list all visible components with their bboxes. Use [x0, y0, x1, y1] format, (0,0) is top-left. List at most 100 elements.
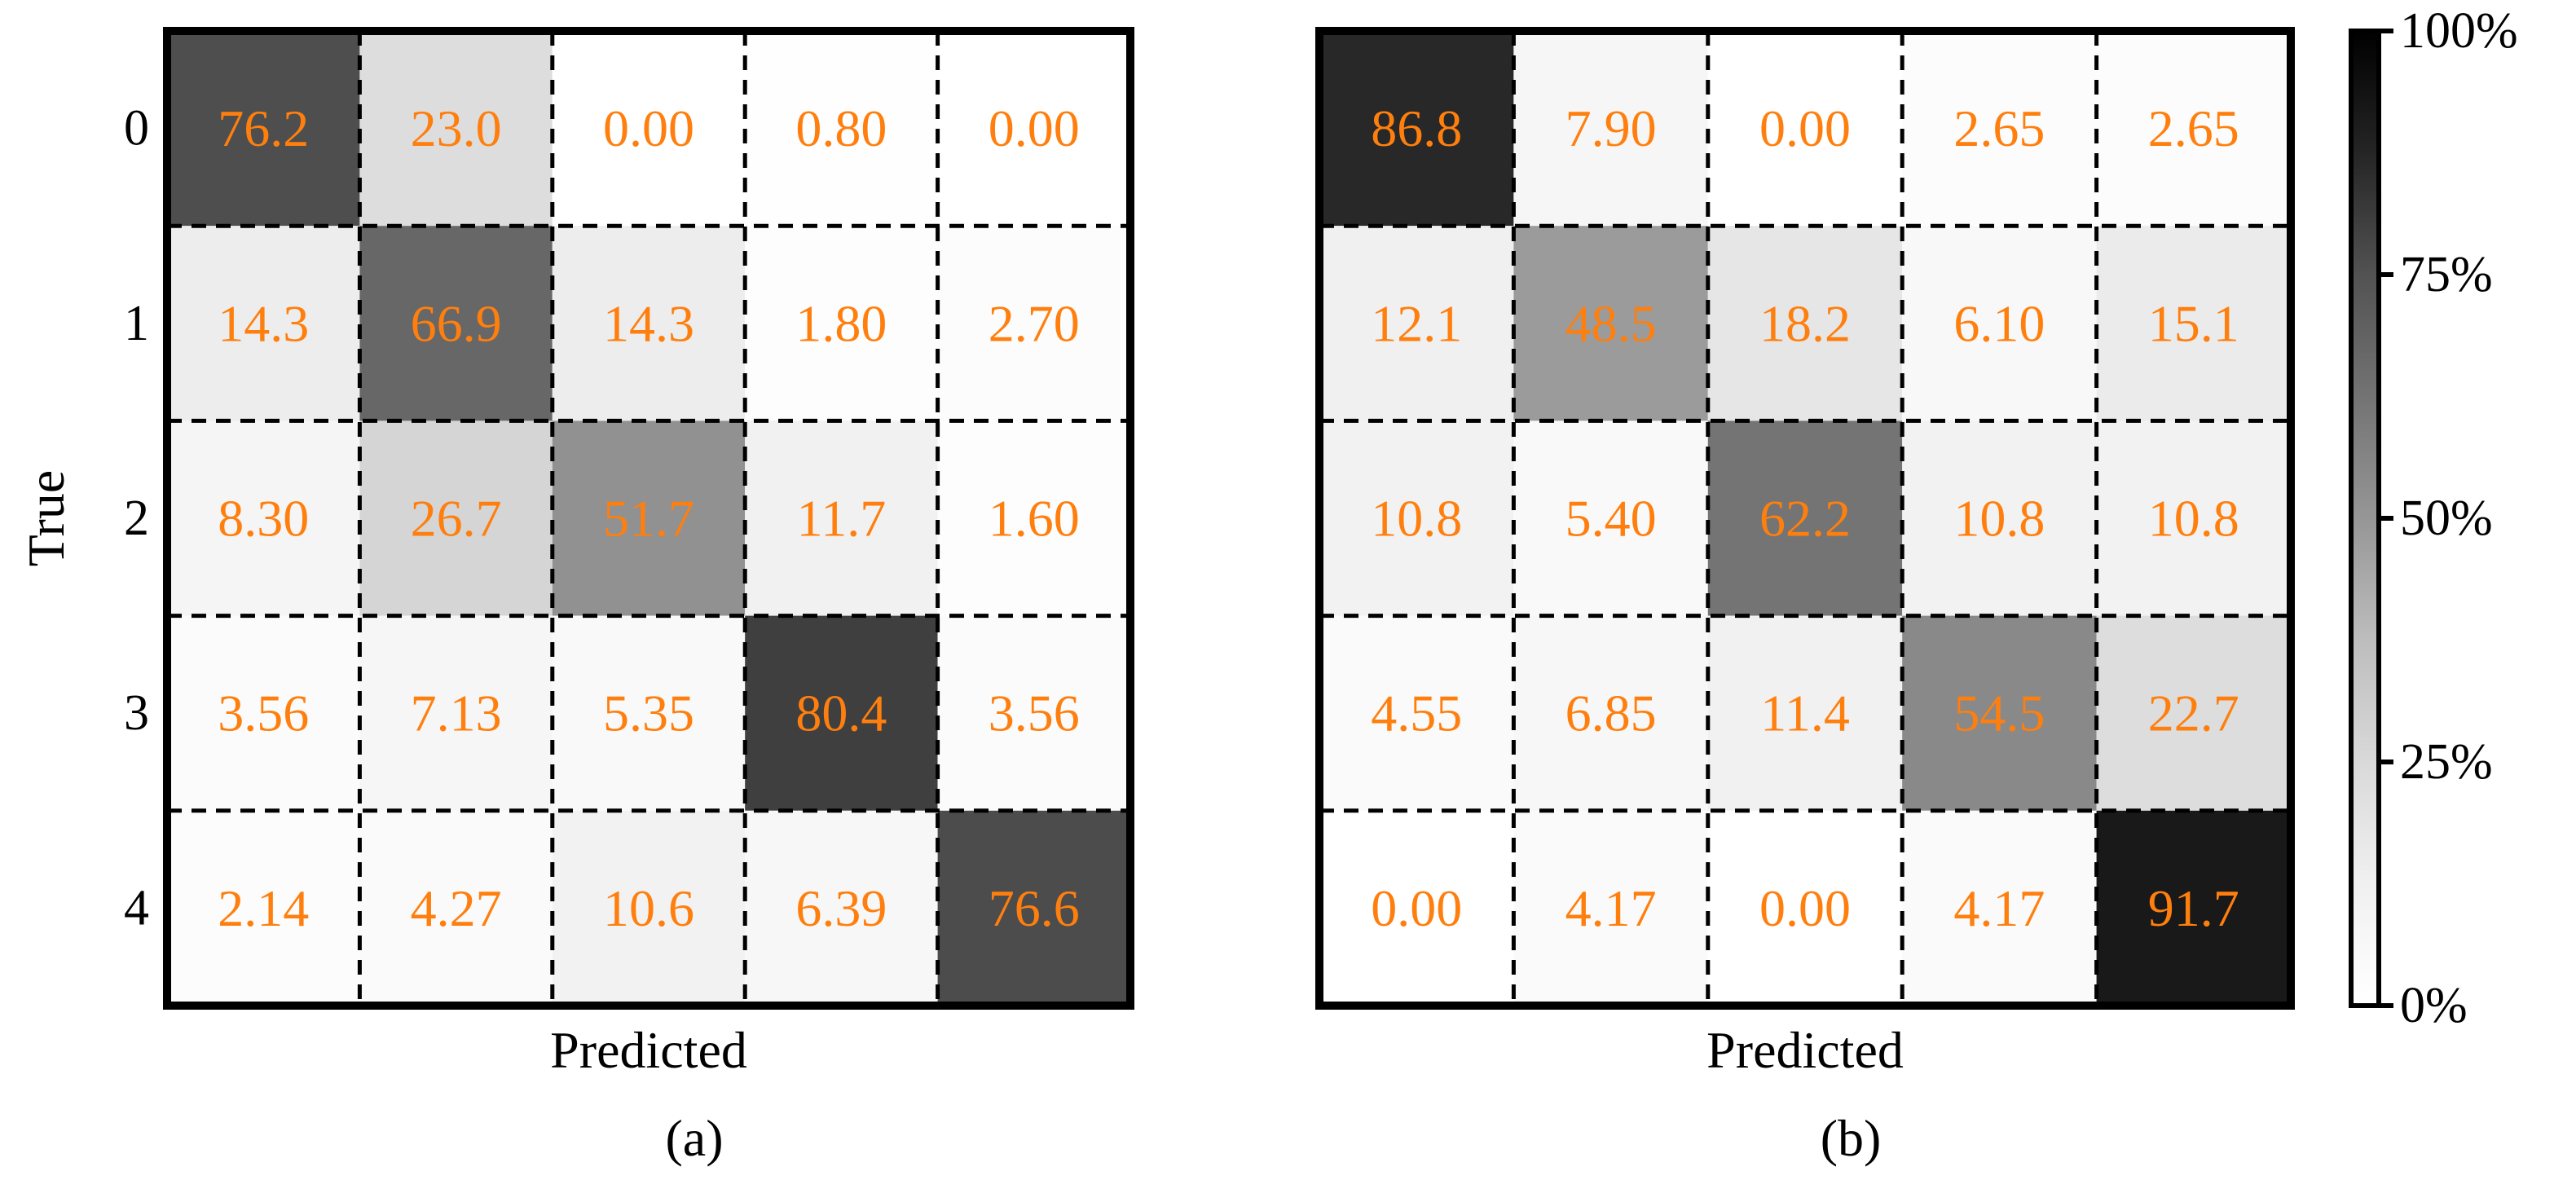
cell-value: 51.7: [603, 490, 694, 548]
y-tick-label: 4: [124, 880, 149, 936]
panel-label: (a): [665, 1109, 723, 1167]
confusion-matrix-a: 76.2 23.0 0.00 0.80 0.00 14.3 66.9 14.3 1.80 2.70…: [17, 27, 1134, 1079]
colorbar-gradient: [2349, 29, 2381, 1008]
cell-value: 1.80: [795, 294, 887, 352]
cell-value: 23.0: [411, 99, 502, 157]
heatmap-cell: [1513, 615, 1708, 811]
confusion-matrix-b: 86.8 7.90 0.00 2.65 2.65 12.1 48.5 18.2 6.10 15.1…: [1315, 27, 2295, 1079]
heatmap-cell: [359, 420, 553, 616]
cell-value: 76.6: [989, 879, 1080, 937]
cell-value: 11.7: [797, 490, 887, 548]
panel-label: (b): [1821, 1109, 1882, 1167]
heatmap-cell: [359, 31, 553, 227]
heatmap-cell: [1902, 31, 2097, 227]
cell-value: 0.00: [603, 99, 694, 157]
colorbar-tick-label: 0%: [2400, 978, 2468, 1033]
cell-value: 48.5: [1565, 294, 1657, 352]
heatmap-cell: [1319, 31, 1514, 227]
cell-value: 4.17: [1565, 879, 1657, 937]
heatmap-cell: [1902, 810, 2097, 1006]
heatmap-cell: [552, 226, 746, 421]
heatmap-cell: [2096, 31, 2291, 227]
cell-value: 86.8: [1371, 99, 1462, 157]
cell-value: 6.39: [795, 879, 887, 937]
cell-value: 26.7: [411, 490, 502, 548]
heatmap-cell: [937, 226, 1130, 421]
heatmap-cell: [745, 226, 938, 421]
colorbar-tick-label: 50%: [2400, 491, 2493, 546]
heatmap-cell: [1513, 31, 1708, 227]
cell-value: 22.7: [2148, 685, 2239, 742]
cell-value: 2.65: [2148, 99, 2239, 157]
cell-value: 6.85: [1565, 685, 1657, 742]
heatmap-cell: [167, 226, 360, 421]
heatmap-cell: [1902, 615, 2097, 811]
heatmap-cell: [745, 420, 938, 616]
heatmap-cell: [1707, 31, 1903, 227]
y-tick-label: 3: [124, 685, 149, 741]
cell-value: 4.55: [1371, 685, 1462, 742]
cell-value: 3.56: [989, 685, 1080, 742]
heatmap-cell: [1319, 420, 1514, 616]
matrix-frame: [1315, 27, 2295, 1010]
heatmap-cell: [1319, 810, 1514, 1006]
cell-value: 76.2: [218, 99, 309, 157]
heatmap-cell: [552, 810, 746, 1006]
y-axis-label: True: [17, 470, 75, 567]
heatmap-cell: [937, 420, 1130, 616]
cell-value: 14.3: [218, 294, 309, 352]
heatmap-cell: [745, 615, 938, 811]
cell-value: 14.3: [603, 294, 694, 352]
heatmap-cell: [745, 810, 938, 1006]
cell-value: 80.4: [795, 685, 887, 742]
cell-value: 10.8: [1371, 490, 1462, 548]
heatmap-cell: [359, 615, 553, 811]
cell-value: 2.70: [989, 294, 1080, 352]
colorbar-tick-label: 25%: [2400, 734, 2493, 790]
heatmap-cell: [1319, 226, 1514, 421]
cell-value: 7.90: [1565, 99, 1657, 157]
cell-value: 0.00: [1759, 99, 1851, 157]
cell-value: 1.60: [989, 490, 1080, 548]
colorbar-tick-label: 75%: [2400, 247, 2493, 302]
heatmap-cell: [552, 615, 746, 811]
heatmap-cell: [937, 810, 1130, 1006]
cell-value: 11.4: [1760, 685, 1850, 742]
cell-value: 91.7: [2148, 879, 2239, 937]
cell-value: 0.00: [1759, 879, 1851, 937]
cell-value: 12.1: [1371, 294, 1462, 352]
heatmap-cell: [552, 420, 746, 616]
heatmap-cell: [1513, 226, 1708, 421]
heatmap-cell: [167, 615, 360, 811]
heatmap-cell: [1707, 420, 1903, 616]
cell-value: 6.10: [1953, 294, 2045, 352]
cell-value: 2.65: [1953, 99, 2045, 157]
heatmap-cell: [1707, 226, 1903, 421]
cell-value: 0.80: [795, 99, 887, 157]
heatmap-cell: [2096, 810, 2291, 1006]
cell-value: 3.56: [218, 685, 309, 742]
x-axis-label: Predicted: [1706, 1021, 1904, 1079]
heatmap-cell: [937, 31, 1130, 227]
cell-value: 66.9: [411, 294, 502, 352]
cell-value: 10.6: [603, 879, 694, 937]
x-axis-label: Predicted: [550, 1021, 747, 1079]
heatmap-cell: [1902, 420, 2097, 616]
cell-value: 2.14: [218, 879, 309, 937]
heatmap-cell: [167, 31, 360, 227]
cell-value: 5.40: [1565, 490, 1657, 548]
heatmap-cell: [1513, 420, 1708, 616]
matrix-frame: [163, 27, 1134, 1010]
heatmap-cell: [359, 226, 553, 421]
heatmap-cell: [1513, 810, 1708, 1006]
cell-value: 4.27: [411, 879, 502, 937]
cell-value: 8.30: [218, 490, 309, 548]
heatmap-cell: [2096, 420, 2291, 616]
cell-value: 0.00: [1371, 879, 1462, 937]
cell-value: 5.35: [603, 685, 694, 742]
heatmap-cell: [937, 615, 1130, 811]
y-tick-label: 0: [124, 101, 149, 156]
heatmap-cell: [167, 420, 360, 616]
cell-value: 54.5: [1953, 685, 2045, 742]
